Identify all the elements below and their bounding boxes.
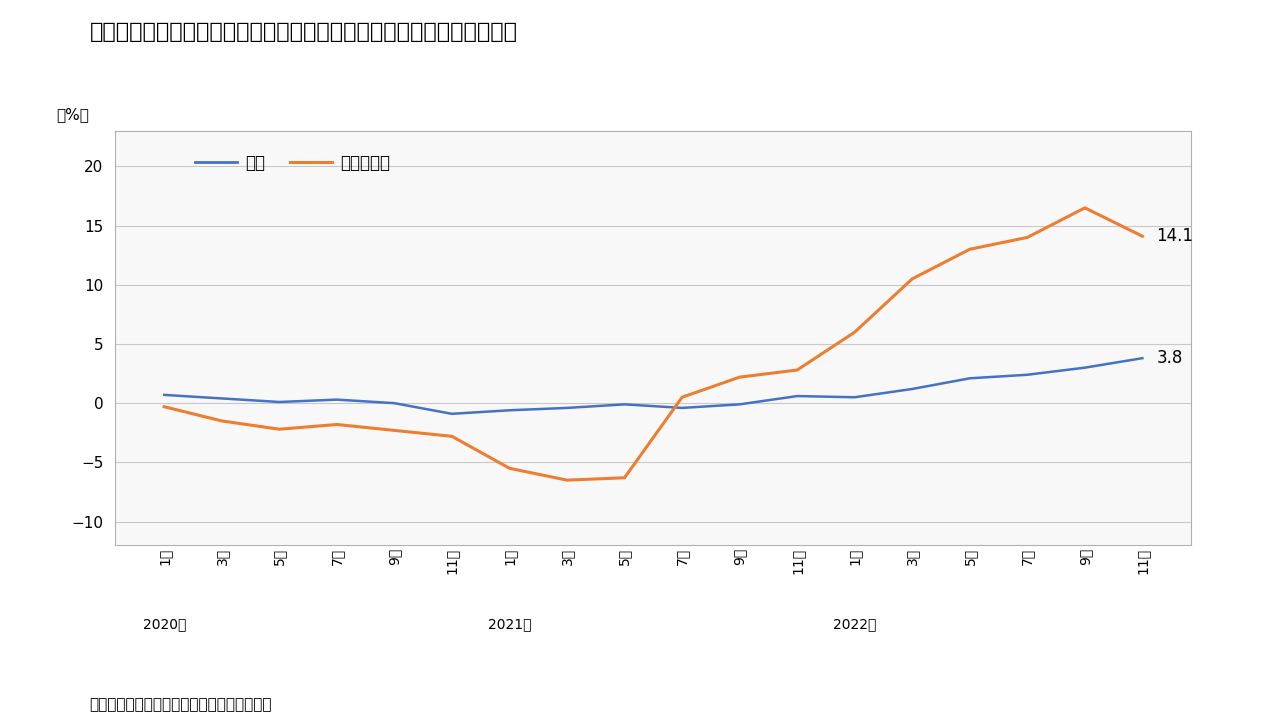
Text: 3.8: 3.8 <box>1157 349 1182 367</box>
Text: 14.1: 14.1 <box>1157 228 1194 245</box>
Text: 図表３　消費者物価指数の総合と「光熱・水道」の推移（前年同月比）: 図表３ 消費者物価指数の総合と「光熱・水道」の推移（前年同月比） <box>90 22 518 42</box>
Text: 2021年: 2021年 <box>488 617 532 632</box>
Text: （資料）総務省「消費者物価指数」より作成: （資料）総務省「消費者物価指数」より作成 <box>90 697 272 712</box>
Legend: 総合, 光熱・水道: 総合, 光熱・水道 <box>188 148 397 179</box>
Text: 2020年: 2020年 <box>142 617 186 632</box>
Text: 2022年: 2022年 <box>833 617 876 632</box>
Text: （%）: （%） <box>56 108 88 123</box>
